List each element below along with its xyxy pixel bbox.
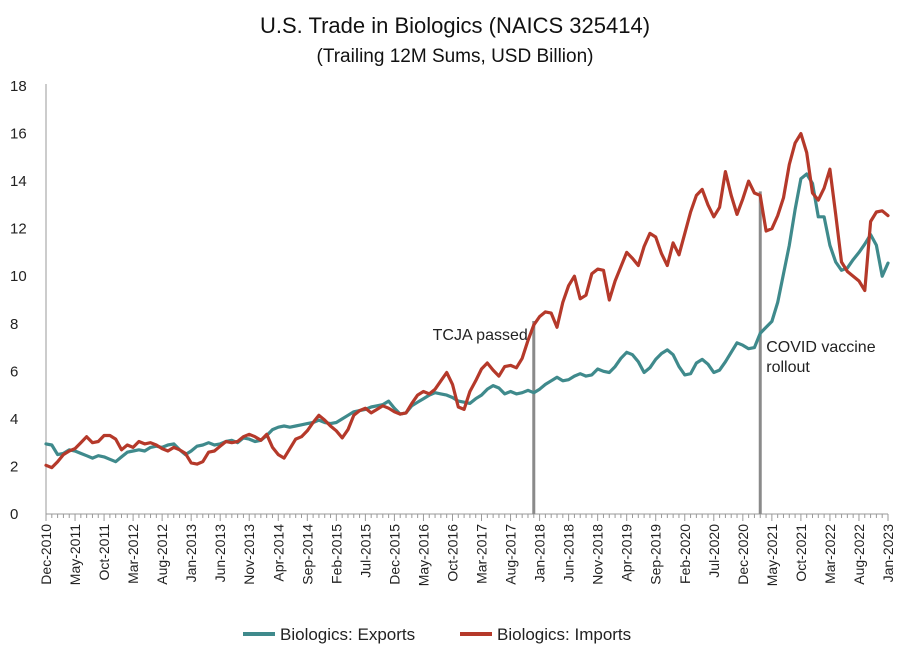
x-tick-label: Oct-2021 [793,524,809,582]
legend-label-exports: Biologics: Exports [280,625,415,644]
x-tick-label: Apr-2014 [270,524,286,582]
imports-series-line [44,132,890,470]
y-tick-label: 14 [10,173,27,190]
x-tick-label: Oct-2016 [444,524,460,582]
x-tick-label: Dec-2015 [386,524,402,585]
series-lines [44,132,890,470]
x-axis: Dec-2010 May-2011 Oct-2011 Mar-2012 Aug-2012… [38,513,896,586]
x-tick-label: Oct-2011 [96,524,112,581]
y-tick-label: 18 [10,78,27,95]
x-tick-label: Jan-2013 [183,524,199,583]
x-tick-label: Feb-2020 [677,524,693,584]
x-tick-label: May-2011 [67,524,83,585]
legend: Biologics: Exports Biologics: Imports [243,625,631,644]
x-tick-label: Nov-2013 [241,524,257,585]
x-tick-label: Jun-2018 [561,524,577,583]
x-tick-label: Aug-2012 [154,524,170,585]
x-tick-label: Mar-2017 [474,524,490,584]
chart-title: U.S. Trade in Biologics (NAICS 325414) [260,13,650,38]
x-tick-label: Dec-2020 [735,524,751,585]
annotation-label-tcja: TCJA passed [433,327,528,344]
chart-subtitle: (Trailing 12M Sums, USD Billion) [317,46,594,67]
legend-label-imports: Biologics: Imports [497,625,631,644]
y-tick-label: 16 [10,126,27,143]
y-axis: 0 2 4 6 8 10 12 14 16 18 [10,78,47,523]
x-tick-label: Jan-2023 [880,524,896,583]
x-tick-label: Mar-2022 [822,524,838,584]
annotation-lines [532,191,762,514]
y-tick-label: 4 [10,411,18,428]
x-tick-label: Jun-2013 [212,524,228,583]
x-tick-label: Jul-2015 [357,524,373,578]
x-tick-label: Apr-2019 [619,524,635,582]
annotation-label-covid: rollout [766,359,810,376]
y-tick-label: 0 [10,506,18,523]
x-tick-label: Sep-2019 [648,524,664,585]
x-tick-label: Mar-2012 [125,524,141,584]
x-tick-label: Nov-2018 [590,524,606,585]
x-tick-label: Dec-2010 [38,524,54,585]
x-tick-label: Aug-2022 [851,524,867,585]
x-tick-label: May-2016 [415,524,431,586]
x-tick-label: May-2021 [764,524,780,586]
x-tick-label: Jul-2020 [706,524,722,578]
y-tick-label: 12 [10,221,27,238]
x-tick-label: Sep-2014 [299,524,315,585]
x-tick-label: Jan-2018 [532,524,548,583]
x-tick-label: Aug-2017 [503,524,519,585]
y-tick-label: 6 [10,363,18,380]
y-tick-label: 8 [10,316,18,333]
annotation-label-covid: COVID vaccine [766,339,875,356]
annotation-labels: TCJA passed COVID vaccine rollout [433,327,876,376]
y-tick-label: 2 [10,458,18,475]
y-tick-label: 10 [10,268,27,285]
x-tick-label: Feb-2015 [328,524,344,584]
